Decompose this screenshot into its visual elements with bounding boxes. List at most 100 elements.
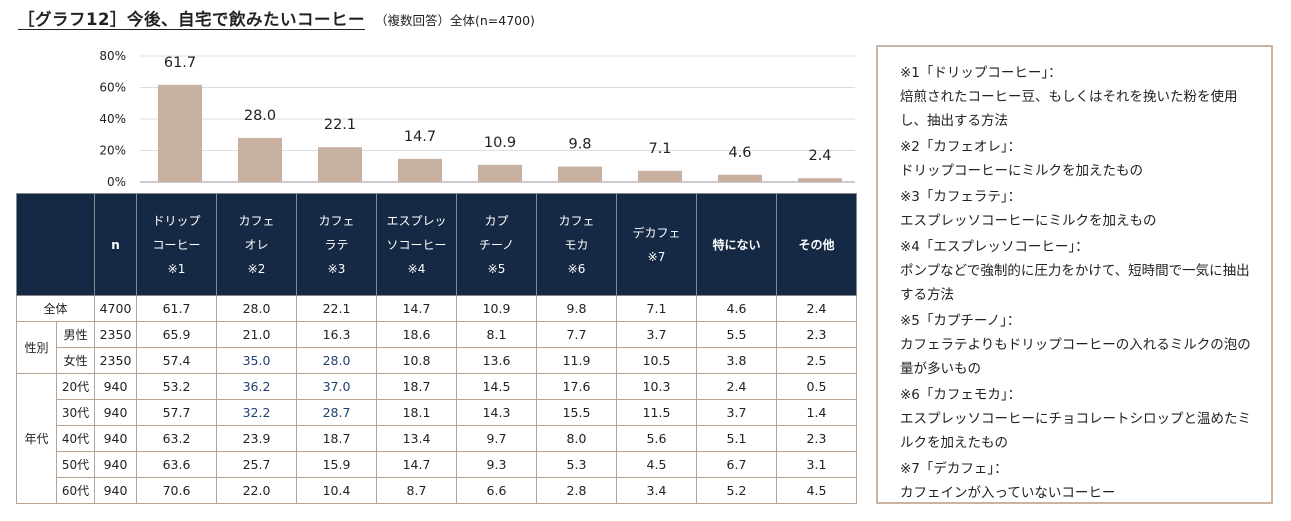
column-header-line: ソコーヒー bbox=[386, 237, 447, 252]
column-header: カフェ ラテ ※3 bbox=[296, 193, 377, 296]
chart-title: ［グラフ12］今後、自宅で飲みたいコーヒー （複数回答）全体(n=4700) bbox=[18, 6, 535, 30]
table-cell: 9.7 bbox=[456, 425, 537, 452]
bar-chart: 0% 20% 40% 60% 80% 61.7 28.0 22.1 14.7 10.9 9.8 7.1… bbox=[99, 49, 855, 189]
table-cell: 61.7 bbox=[136, 295, 217, 322]
note-item: ※5「カプチーノ」： カフェラテよりもドリップコーヒーの入れるミルクの泡の量が多い… bbox=[900, 309, 1259, 381]
bar-value-label: 4.6 bbox=[728, 145, 751, 161]
column-header: その他 bbox=[776, 193, 857, 296]
column-header-line: カフェ bbox=[318, 213, 355, 228]
note-item: ※6「カフェモカ」： エスプレッソコーヒーにチョコレートシロップと温めたミルクを加… bbox=[900, 383, 1259, 455]
table-cell: 5.5 bbox=[696, 321, 777, 348]
table-cell: 5.3 bbox=[536, 451, 617, 478]
table-cell: 8.0 bbox=[536, 425, 617, 452]
bar-value-label: 2.4 bbox=[808, 148, 831, 164]
table-row: 30代 940 57.7 32.2 28.7 18.1 14.3 15.5 11.5 3.7 1.4 bbox=[17, 399, 857, 426]
table-cell: 3.4 bbox=[616, 477, 697, 504]
table-cell: 13.4 bbox=[376, 425, 457, 452]
column-header-line: ※3 bbox=[327, 261, 346, 276]
column-header: エスプレッ ソコーヒー ※4 bbox=[376, 193, 457, 296]
y-tick-label: 20% bbox=[99, 144, 126, 158]
table-row-total: 全体 4700 61.7 28.0 22.1 14.7 10.9 9.8 7.1 4.6 2.4 bbox=[16, 295, 857, 322]
column-header-line: コーヒー bbox=[152, 237, 201, 252]
y-tick-label: 60% bbox=[99, 81, 126, 95]
note-body: カフェラテよりもドリップコーヒーの入れるミルクの泡の量が多いもの bbox=[900, 337, 1251, 377]
table-cell: 4.5 bbox=[616, 451, 697, 478]
row-label: 50代 bbox=[56, 451, 95, 478]
header-blank bbox=[16, 193, 95, 296]
y-tick-label: 80% bbox=[99, 49, 126, 63]
table-cell: 18.7 bbox=[376, 373, 457, 400]
table-cell: 25.7 bbox=[216, 451, 297, 478]
row-label: 男性 bbox=[56, 321, 95, 348]
table-cell: 5.1 bbox=[696, 425, 777, 452]
note-body: ポンプなどで強制的に圧力をかけて、短時間で一気に抽出する方法 bbox=[900, 263, 1250, 303]
table-row: 年代 20代 940 53.2 36.2 37.0 18.7 14.5 17.6 10.3 2.4 0… bbox=[16, 373, 857, 504]
table-cell: 18.7 bbox=[296, 425, 377, 452]
table-cell: 4.6 bbox=[696, 295, 777, 322]
bar-value-label: 7.1 bbox=[648, 141, 671, 157]
column-header-line: エスプレッ bbox=[386, 213, 447, 228]
y-tick-label: 40% bbox=[99, 112, 126, 126]
row-n: 4700 bbox=[94, 295, 137, 322]
table-cell: 28.0 bbox=[296, 347, 377, 374]
row-n: 940 bbox=[94, 399, 137, 426]
table-cell: 4.5 bbox=[776, 477, 857, 504]
bar bbox=[318, 147, 362, 182]
table-cell: 10.4 bbox=[296, 477, 377, 504]
table-cell: 15.9 bbox=[296, 451, 377, 478]
column-header-line: ※6 bbox=[567, 261, 586, 276]
notes-box: ※1「ドリップコーヒー」： 焙煎されたコーヒー豆、もしくはそれを挽いた粉を使用し、… bbox=[876, 45, 1273, 504]
table-cell: 2.5 bbox=[776, 347, 857, 374]
table-row: 50代 940 63.6 25.7 15.9 14.7 9.3 5.3 4.5 6.7 3.1 bbox=[17, 451, 857, 478]
column-header-line: モカ bbox=[564, 237, 589, 252]
table-cell: 15.5 bbox=[536, 399, 617, 426]
table-cell: 18.1 bbox=[376, 399, 457, 426]
data-table: n ドリップ コーヒー ※1 カフェ オレ ※2 カフェ ラテ ※3 エスプレッ ソコーヒー ※4 カプチ… bbox=[16, 193, 857, 504]
table-cell: 10.3 bbox=[616, 373, 697, 400]
column-header: カプ チーノ ※5 bbox=[456, 193, 537, 296]
note-item: ※2「カフェオレ」： ドリップコーヒーにミルクを加えたもの bbox=[900, 135, 1259, 183]
bar bbox=[798, 178, 842, 182]
note-heading: ※1「ドリップコーヒー」： bbox=[900, 65, 1062, 81]
table-cell: 6.7 bbox=[696, 451, 777, 478]
row-n: 940 bbox=[94, 425, 137, 452]
table-cell: 53.2 bbox=[136, 373, 217, 400]
table-cell: 21.0 bbox=[216, 321, 297, 348]
table-cell: 10.5 bbox=[616, 347, 697, 374]
table-cell: 3.1 bbox=[776, 451, 857, 478]
table-cell: 2.4 bbox=[776, 295, 857, 322]
header-n: n bbox=[94, 193, 137, 296]
table-cell: 5.2 bbox=[696, 477, 777, 504]
table-cell: 5.6 bbox=[616, 425, 697, 452]
table-cell: 16.3 bbox=[296, 321, 377, 348]
table-cell: 28.0 bbox=[216, 295, 297, 322]
table-cell: 9.8 bbox=[536, 295, 617, 322]
table-cell: 3.7 bbox=[616, 321, 697, 348]
column-header: デカフェ ※7 bbox=[616, 193, 697, 296]
note-item: ※1「ドリップコーヒー」： 焙煎されたコーヒー豆、もしくはそれを挽いた粉を使用し、… bbox=[900, 61, 1259, 133]
table-cell: 8.1 bbox=[456, 321, 537, 348]
table-cell: 14.7 bbox=[376, 451, 457, 478]
bar-value-label: 14.7 bbox=[404, 129, 436, 145]
note-item: ※4「エスプレッソコーヒー」： ポンプなどで強制的に圧力をかけて、短時間で一気に抽… bbox=[900, 235, 1259, 307]
title-sub: （複数回答）全体(n=4700) bbox=[374, 13, 535, 28]
table-cell: 22.0 bbox=[216, 477, 297, 504]
column-header-line: カフェ bbox=[238, 213, 275, 228]
row-n: 940 bbox=[94, 373, 137, 400]
table-cell: 3.7 bbox=[696, 399, 777, 426]
note-body: エスプレッソコーヒーにチョコレートシロップと温めたミルクを加えたもの bbox=[900, 411, 1251, 451]
note-heading: ※6「カフェモカ」： bbox=[900, 387, 1022, 403]
note-item: ※3「カフェラテ」： エスプレッソコーヒーにミルクを加えもの bbox=[900, 185, 1259, 233]
column-header: カフェ オレ ※2 bbox=[216, 193, 297, 296]
table-cell: 1.4 bbox=[776, 399, 857, 426]
table-cell: 57.4 bbox=[136, 347, 217, 374]
table-cell: 22.1 bbox=[296, 295, 377, 322]
bar bbox=[478, 164, 522, 182]
table-cell: 10.9 bbox=[456, 295, 537, 322]
column-header-line: ※7 bbox=[647, 249, 666, 264]
table-row: 女性 2350 57.4 35.0 28.0 10.8 13.6 11.9 10.5 3.8 2.5 bbox=[17, 347, 857, 374]
row-label: 30代 bbox=[56, 399, 95, 426]
note-heading: ※4「エスプレッソコーヒー」： bbox=[900, 239, 1089, 255]
table-cell: 2.3 bbox=[776, 425, 857, 452]
table-row: 性別 男性 2350 65.9 21.0 16.3 18.6 8.1 7.7 3.7 5.5 2.3 bbox=[16, 321, 857, 374]
